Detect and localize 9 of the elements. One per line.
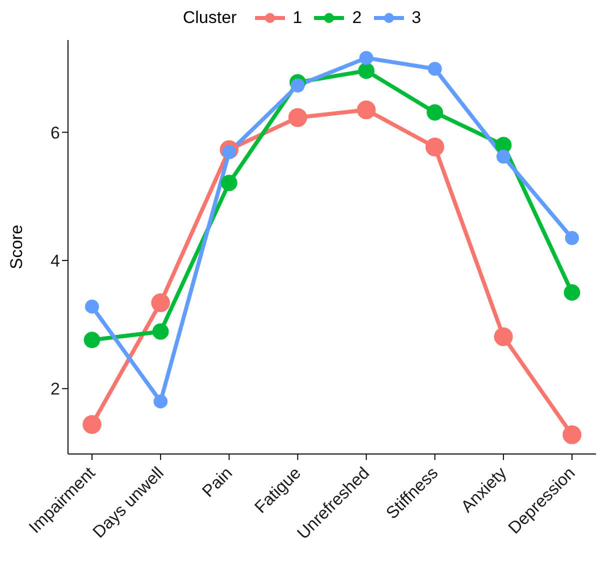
y-tick-label: 4	[50, 251, 60, 270]
y-tick-label: 2	[50, 380, 60, 399]
x-tick-label: Pain	[198, 463, 236, 501]
y-axis-title: Score	[7, 224, 26, 270]
legend-label: 2	[352, 8, 362, 28]
legend-label: 3	[412, 8, 422, 28]
legend-title: Cluster	[182, 8, 237, 28]
y-tick-label: 6	[50, 123, 60, 142]
legend-label: 1	[292, 8, 302, 28]
